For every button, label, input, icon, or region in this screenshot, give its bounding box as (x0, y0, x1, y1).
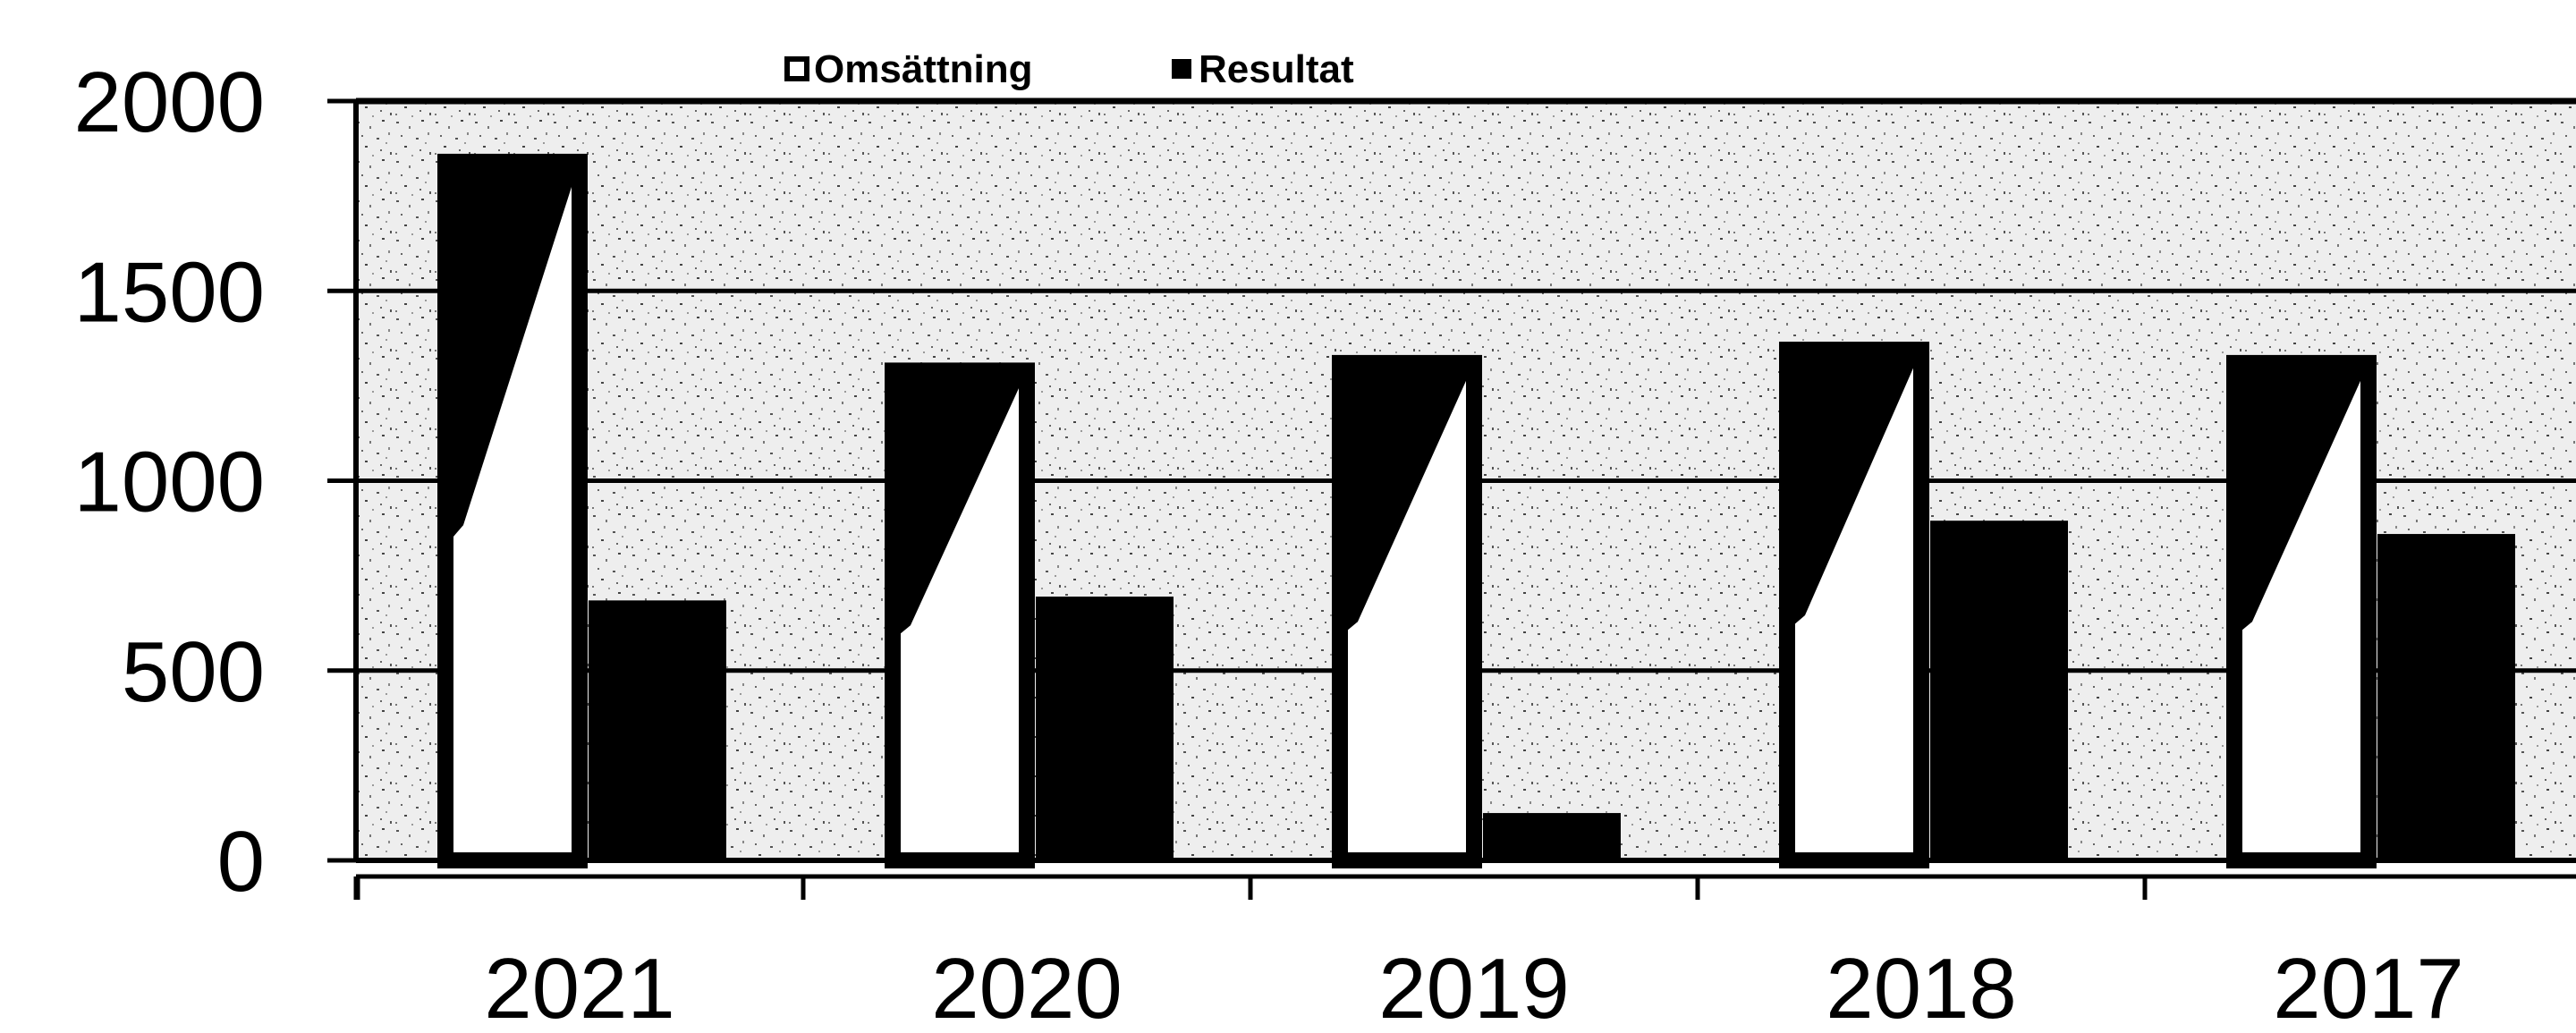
y-tick-label: 500 (122, 624, 265, 720)
x-tick-label: 2019 (1378, 941, 1570, 1029)
bar-shading (1340, 362, 1474, 637)
chart-marks (437, 153, 2515, 869)
bar-resultat (1483, 813, 1621, 862)
bar-resultat (1930, 521, 2068, 862)
legend-label-omsattning: Omsättning (814, 47, 1032, 91)
bar-resultat (1036, 597, 1174, 862)
legend-label-resultat: Resultat (1199, 47, 1354, 91)
bar-shading (893, 370, 1027, 640)
x-tick-label: 2021 (484, 941, 675, 1029)
y-tick-label: 1500 (73, 244, 265, 340)
legend-swatch-omsattning (784, 56, 809, 81)
x-tick-label: 2018 (1826, 941, 2017, 1029)
y-tick-label: 1000 (73, 435, 265, 530)
bar-shading (445, 161, 580, 546)
y-tick-label: 0 (217, 814, 265, 910)
legend-swatch-resultat (1172, 59, 1191, 79)
bar-resultat (2377, 534, 2515, 862)
bar-shading (1787, 350, 1921, 631)
bar-resultat (589, 600, 726, 863)
y-tick-label: 2000 (73, 55, 265, 150)
chart-legend: Omsättning Resultat (784, 47, 1354, 91)
x-tick-label: 2020 (931, 941, 1123, 1029)
x-tick-label: 2017 (2273, 941, 2464, 1029)
bar-shading (2234, 362, 2368, 637)
